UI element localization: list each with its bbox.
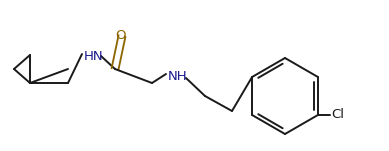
Text: NH: NH xyxy=(168,69,187,82)
Text: O: O xyxy=(116,29,126,42)
Text: Cl: Cl xyxy=(331,109,344,122)
Text: HN: HN xyxy=(84,50,103,63)
